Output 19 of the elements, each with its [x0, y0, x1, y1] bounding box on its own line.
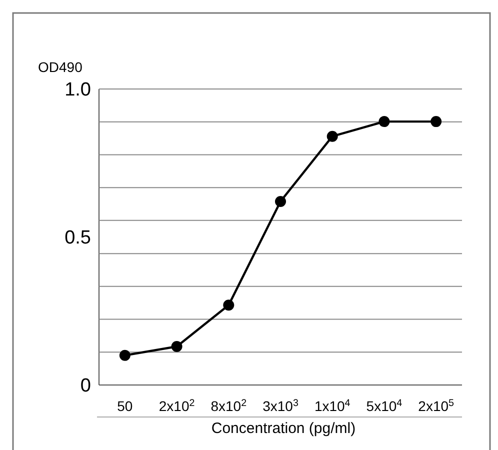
x-tick-label: 1x10$^{4}$: [314, 398, 351, 414]
point: [171, 341, 182, 352]
x-tick-label: 8x10$^{2}$: [210, 398, 247, 414]
x-tick-label: 5x10$^{4}$: [366, 398, 403, 414]
y-axis-title: OD490: [38, 59, 83, 75]
x-tick-label: 50: [117, 398, 133, 414]
point: [378, 116, 390, 128]
x-axis-title: Concentration (pg/ml): [211, 420, 356, 437]
y-tick-label: 1.0: [64, 80, 91, 101]
x-tick-label: 2x10$^{5}$: [418, 398, 455, 414]
x-tick-label: 2x10$^{2}$: [158, 398, 195, 414]
point: [275, 196, 286, 207]
point: [223, 300, 234, 311]
x-tick-label: 3x10$^{3}$: [262, 398, 299, 414]
y-tick-label: 0: [80, 376, 91, 397]
point: [430, 116, 442, 128]
point: [326, 130, 338, 142]
y-tick-label: 0.5: [64, 228, 91, 249]
point: [119, 350, 130, 361]
